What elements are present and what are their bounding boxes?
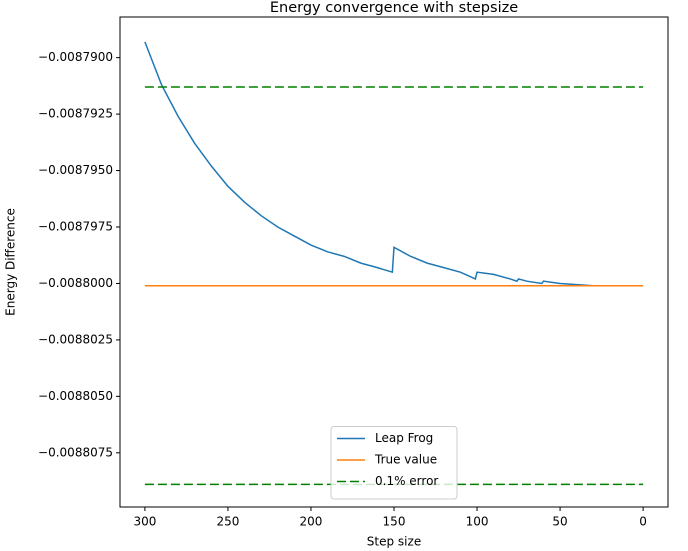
legend-box [330, 426, 458, 500]
y-tick-label: −0.0087950 [38, 163, 113, 177]
chart-title: Energy convergence with stepsize [270, 0, 518, 16]
y-tick-label: −0.0088050 [38, 389, 113, 403]
y-tick-label: −0.0088000 [38, 276, 113, 290]
x-axis-label: Step size [367, 535, 421, 549]
legend: Leap Frog True value 0.1% error [330, 426, 458, 500]
legend-label: True value [374, 453, 437, 467]
legend-label: Leap Frog [375, 431, 433, 445]
y-tick-label: −0.0087925 [38, 107, 113, 121]
y-tick-label: −0.0087900 [38, 50, 113, 64]
x-tick-label: 0 [639, 515, 647, 529]
y-axis-label: Energy Difference [4, 208, 18, 316]
series-line [144, 41, 642, 287]
legend-label: 0.1% error [375, 474, 438, 488]
y-tick-label: −0.0088075 [38, 445, 113, 459]
x-tick-label: 250 [216, 515, 239, 529]
x-tick-label: 100 [466, 515, 489, 529]
x-tick-label: 50 [552, 515, 567, 529]
y-tick-label: −0.0088025 [38, 332, 113, 346]
x-tick-label: 150 [383, 515, 406, 529]
y-tick-label: −0.0087975 [38, 220, 113, 234]
axes-frame [119, 16, 669, 508]
x-tick-label: 200 [300, 515, 323, 529]
x-tick-label: 300 [133, 515, 156, 529]
